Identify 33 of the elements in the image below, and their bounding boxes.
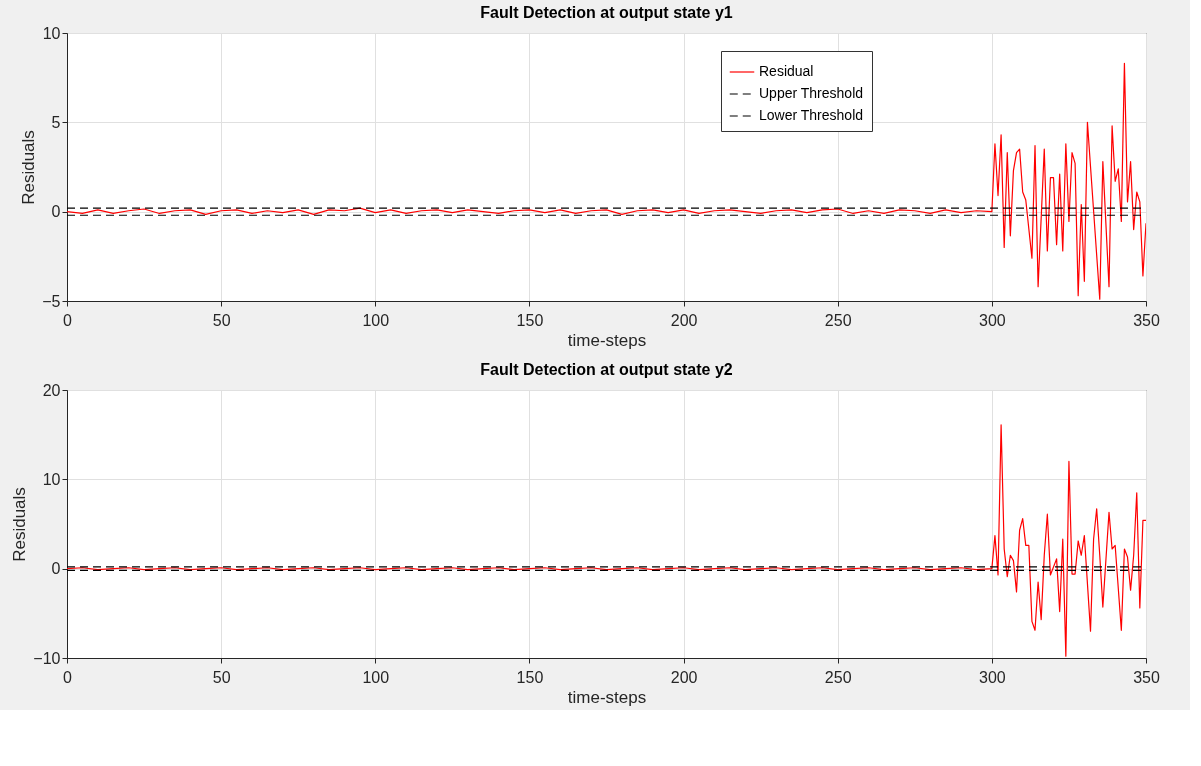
x-tick-label: 150 xyxy=(516,668,544,686)
x-tick-label: 0 xyxy=(63,668,73,686)
legend-label: Upper Threshold xyxy=(759,85,864,101)
legend-label: Residual xyxy=(759,63,814,79)
chart-title: Fault Detection at output state y1 xyxy=(480,4,733,21)
x-tick-label: 0 xyxy=(63,311,73,329)
chart-title: Fault Detection at output state y2 xyxy=(480,361,733,378)
x-tick-label: 300 xyxy=(979,668,1006,686)
y-axis-title: Residuals xyxy=(10,487,30,562)
x-tick-label: 350 xyxy=(1133,311,1160,329)
y-tick-label: 10 xyxy=(42,24,61,42)
y-tick-label: 10 xyxy=(42,470,61,488)
y-tick-label: 0 xyxy=(51,203,61,221)
x-tick-label: 300 xyxy=(979,311,1006,329)
x-tick-label: 250 xyxy=(824,311,852,329)
y-tick-label: 0 xyxy=(51,560,61,578)
y-tick-label: 5 xyxy=(51,113,61,131)
y-tick-label: −10 xyxy=(33,649,61,667)
x-tick-label: 200 xyxy=(670,311,698,329)
x-tick-label: 200 xyxy=(670,668,698,686)
x-tick-label: 100 xyxy=(362,311,390,329)
x-tick-label: 50 xyxy=(212,311,231,329)
y-axis-title: Residuals xyxy=(19,130,39,205)
x-tick-label: 50 xyxy=(212,668,231,686)
x-tick-label: 150 xyxy=(516,311,544,329)
y-tick-label: 20 xyxy=(42,381,61,399)
x-tick-label: 100 xyxy=(362,668,390,686)
legend-label: Lower Threshold xyxy=(759,107,864,123)
x-tick-label: 250 xyxy=(824,668,852,686)
x-axis-title: time-steps xyxy=(567,330,647,350)
x-tick-label: 350 xyxy=(1133,668,1160,686)
x-axis-title: time-steps xyxy=(567,687,647,707)
y-tick-label: −5 xyxy=(42,292,61,310)
